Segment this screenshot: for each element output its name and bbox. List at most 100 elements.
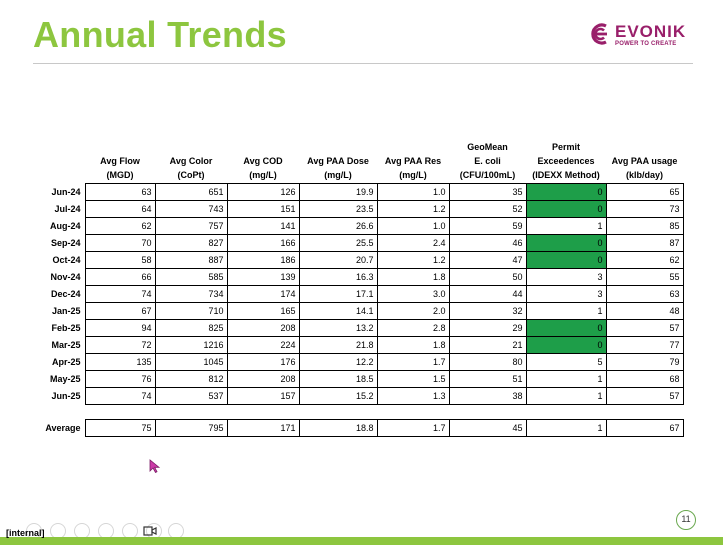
mouse-pointer-icon <box>149 459 161 473</box>
table-cell: 151 <box>226 200 300 218</box>
table-cell: 1.8 <box>376 336 450 354</box>
table-cell: 208 <box>226 370 300 388</box>
table-cell: 64 <box>84 200 156 218</box>
table-cell: 38 <box>448 387 527 405</box>
table-cell: 29 <box>448 319 527 337</box>
table-cell: 75 <box>84 419 156 437</box>
annual-trends-table: Avg Flow (MGD) Avg Color (CoPt) Avg COD (mg… <box>33 140 684 437</box>
table-cell: 18.8 <box>298 419 378 437</box>
table-cell: 48 <box>605 302 684 320</box>
table-cell: 208 <box>226 319 300 337</box>
average-row: Average 75 795 171 18.8 1.7 45 1 67 <box>33 419 684 437</box>
table-cell: 537 <box>154 387 228 405</box>
header-geomean-ecoli: GeoMean E. coli (CFU/100mL) <box>459 142 516 180</box>
table-cell: 73 <box>605 200 684 218</box>
row-label: Jun-24 <box>51 187 81 197</box>
table-cell: 2.4 <box>376 234 450 252</box>
table-cell: 710 <box>154 302 228 320</box>
header-corner <box>33 140 85 184</box>
row-label: Aug-24 <box>49 221 81 231</box>
row-label: Sep-24 <box>50 238 81 248</box>
page-number: 11 <box>676 510 696 530</box>
row-label: Dec-24 <box>50 289 81 299</box>
table-cell: 887 <box>154 251 228 269</box>
table-row: Apr-25 135 1045 176 12.2 1.7 80 5 79 <box>33 353 684 371</box>
table-cell: 2.0 <box>376 302 450 320</box>
table-cell: 0 <box>525 251 607 269</box>
table-cell: 63 <box>605 285 684 303</box>
table-cell: 1 <box>525 302 607 320</box>
row-label: Nov-24 <box>50 272 81 282</box>
table-row: Mar-25 72 1216 224 21.8 1.8 21 0 77 <box>33 336 684 354</box>
table-cell: 1 <box>525 217 607 235</box>
table-row: Jun-25 74 537 157 15.2 1.3 38 1 57 <box>33 387 684 405</box>
table-cell: 47 <box>448 251 527 269</box>
table-cell: 67 <box>605 419 684 437</box>
table-cell: 5 <box>525 353 607 371</box>
row-label: Oct-24 <box>52 255 81 265</box>
table-body: Jun-24 63 651 126 19.9 1.0 35 0 65 Jul-24 64 743 151… <box>33 183 684 437</box>
table-cell: 825 <box>154 319 228 337</box>
table-cell: 51 <box>448 370 527 388</box>
table-cell: 757 <box>154 217 228 235</box>
table-cell: 1 <box>525 419 607 437</box>
table-cell: 57 <box>605 387 684 405</box>
table-cell: 68 <box>605 370 684 388</box>
row-label: Mar-25 <box>51 340 81 350</box>
table-cell: 1 <box>525 370 607 388</box>
table-cell: 21 <box>448 336 527 354</box>
table-cell: 14.1 <box>298 302 378 320</box>
table-cell: 20.7 <box>298 251 378 269</box>
table-cell: 18.5 <box>298 370 378 388</box>
table-cell: 3 <box>525 268 607 286</box>
table-cell: 45 <box>448 419 527 437</box>
table-cell: 224 <box>226 336 300 354</box>
title-divider <box>33 63 693 64</box>
table-cell: 87 <box>605 234 684 252</box>
table-cell: 19.9 <box>298 183 378 201</box>
table-cell: 79 <box>605 353 684 371</box>
table-cell: 59 <box>448 217 527 235</box>
table-cell: 55 <box>605 268 684 286</box>
table-cell: 166 <box>226 234 300 252</box>
table-cell: 126 <box>226 183 300 201</box>
camera-icon[interactable] <box>142 523 158 539</box>
logo-tagline: POWER TO CREATE <box>615 41 677 47</box>
table-cell: 141 <box>226 217 300 235</box>
header-avg-paa-res: Avg PAA Res (mg/L) <box>384 156 442 180</box>
logo-wordmark: EVONIK <box>615 22 687 41</box>
row-label: Apr-25 <box>51 357 81 367</box>
table-cell: 1.8 <box>376 268 450 286</box>
header-avg-paa-usage: Avg PAA usage (klb/day) <box>611 156 678 180</box>
table-cell: 165 <box>226 302 300 320</box>
table-cell: 85 <box>605 217 684 235</box>
table-cell: 67 <box>84 302 156 320</box>
table-cell: 0 <box>525 200 607 218</box>
table-cell: 1216 <box>154 336 228 354</box>
table-cell: 58 <box>84 251 156 269</box>
table-cell: 1.0 <box>376 217 450 235</box>
evonik-logo-icon <box>591 23 607 45</box>
table-cell: 23.5 <box>298 200 378 218</box>
row-label: Average <box>45 423 81 433</box>
table-cell: 80 <box>448 353 527 371</box>
table-cell: 46 <box>448 234 527 252</box>
table-row: Oct-24 58 887 186 20.7 1.2 47 0 62 <box>33 251 684 269</box>
table-cell: 585 <box>154 268 228 286</box>
table-row: Aug-24 62 757 141 26.6 1.0 59 1 85 <box>33 217 684 235</box>
table-cell: 2.8 <box>376 319 450 337</box>
table-cell: 1.7 <box>376 419 450 437</box>
table-cell: 13.2 <box>298 319 378 337</box>
table-cell: 176 <box>226 353 300 371</box>
table-cell: 76 <box>84 370 156 388</box>
header-row: Avg Flow (MGD) Avg Color (CoPt) Avg COD (mg… <box>33 140 683 184</box>
table-row: Dec-24 74 734 174 17.1 3.0 44 3 63 <box>33 285 684 303</box>
header-avg-flow: Avg Flow (MGD) <box>100 156 140 180</box>
table-cell: 157 <box>226 387 300 405</box>
row-label: Jan-25 <box>51 306 81 316</box>
table-cell: 74 <box>84 387 156 405</box>
row-label: Jul-24 <box>54 204 81 214</box>
table-cell: 94 <box>84 319 156 337</box>
table-row: Feb-25 94 825 208 13.2 2.8 29 0 57 <box>33 319 684 337</box>
